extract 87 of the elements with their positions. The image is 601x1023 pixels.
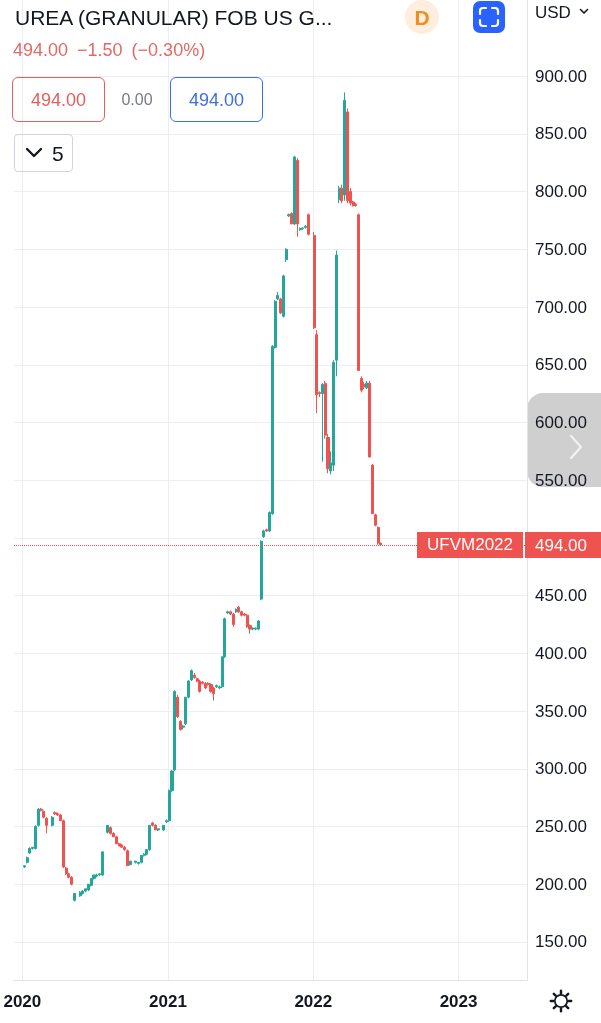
candlestick (293, 155, 296, 226)
annotation: 5 (52, 141, 64, 165)
y-tick-label: 350.00 (535, 701, 587, 721)
candlestick (279, 297, 282, 315)
candlestick (73, 892, 76, 903)
candlestick (282, 274, 285, 318)
candlestick (115, 835, 118, 845)
candlestick (151, 821, 154, 827)
candlestick (285, 247, 288, 263)
candlestick (154, 823, 157, 831)
candlestick (84, 888, 87, 893)
candlestick (51, 815, 54, 827)
candlestick (232, 612, 235, 628)
candlestick (262, 529, 265, 539)
candlestick (240, 610, 243, 617)
candlestick (134, 860, 137, 864)
y-tick-label: 750.00 (535, 239, 587, 259)
candlestick (368, 380, 371, 458)
ref-line-label: UFVM2022 (427, 533, 513, 556)
y-tick-label: 400.00 (535, 643, 587, 663)
candlestick (307, 213, 310, 236)
y-tick-label: 700.00 (535, 297, 587, 317)
y-tick-label: 250.00 (535, 816, 587, 836)
y-tick-label: 650.00 (535, 355, 587, 375)
candlestick (343, 91, 346, 202)
candlestick (212, 686, 215, 702)
annotation: 0.00 (121, 91, 153, 108)
candlestick (374, 513, 377, 527)
y-tick-label: 600.00 (535, 412, 587, 432)
candlestick (95, 873, 98, 878)
candlestick (357, 213, 360, 372)
candlestick (101, 851, 104, 877)
annotation: 494.00 (188, 89, 245, 110)
candlestick (260, 539, 263, 601)
x-tick-label: 2022 (294, 992, 333, 1011)
candlestick (193, 672, 196, 680)
candlestick (56, 812, 59, 817)
chart-title: UREA (GRANULAR) FOB US G... (15, 6, 333, 29)
y-tick-label: 300.00 (535, 759, 587, 779)
candlestick (321, 382, 324, 463)
label-tag: UFVM2022 (417, 531, 523, 558)
candlestick (126, 849, 129, 867)
y-tick-label: 550.00 (535, 470, 587, 490)
candlestick (360, 375, 363, 393)
candlestick (53, 810, 57, 816)
x-tick-label: 2023 (439, 992, 478, 1011)
candlestick (26, 855, 29, 864)
candlestick (140, 854, 143, 864)
x-tick-label: 2021 (149, 992, 187, 1011)
candlestick (176, 694, 179, 719)
y-tick-label: 800.00 (535, 182, 587, 202)
text: 494.00 −1.50 (−0.30%) (13, 40, 206, 60)
annotation: D (414, 5, 430, 29)
candlestick (290, 211, 293, 225)
candlestick (129, 860, 132, 867)
candlestick (179, 719, 182, 732)
candlestick (23, 865, 26, 869)
candlestick (106, 824, 109, 834)
text: USD (535, 3, 571, 22)
candlestick (296, 157, 299, 238)
annotation: 494.00 (30, 89, 87, 110)
candlestick (148, 824, 151, 852)
candlestick (251, 627, 254, 631)
candlestick (204, 681, 207, 690)
y-tick-label: 200.00 (535, 874, 587, 894)
candlestick (157, 828, 160, 832)
y-tick-label: 450.00 (535, 586, 587, 606)
y-tick-label: 850.00 (535, 124, 587, 144)
candlestick (226, 610, 229, 615)
candlestick (109, 825, 112, 836)
candlestick (287, 213, 291, 218)
candlestick (28, 846, 31, 855)
candlestick (304, 224, 307, 230)
candlestick (313, 231, 316, 330)
candlestick (162, 824, 165, 832)
x-tick-label: 2020 (3, 992, 42, 1011)
candlestick (371, 463, 374, 515)
y-tick-label: 150.00 (535, 932, 587, 952)
candlestick (257, 619, 260, 631)
candlestick (265, 528, 268, 533)
candlestick (70, 875, 73, 886)
candlestick (215, 684, 218, 689)
candlestick (346, 108, 349, 204)
text: 494.00 (535, 535, 587, 555)
candlestick (90, 877, 93, 887)
y-tick-label: 900.00 (535, 66, 587, 86)
candlestick (315, 329, 318, 414)
